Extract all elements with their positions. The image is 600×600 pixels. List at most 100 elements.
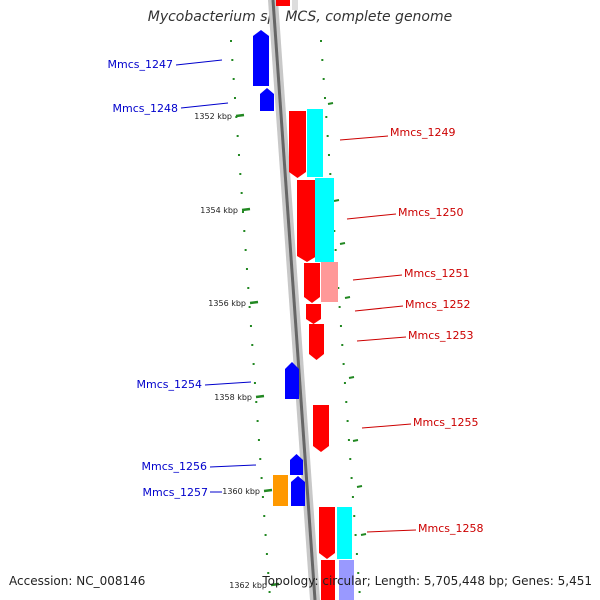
guide-dot: [252, 363, 255, 365]
tick-label: 1358 kbp: [214, 393, 252, 402]
gene-label[interactable]: Mmcs_1251: [404, 267, 469, 280]
label-leader-line: [354, 305, 404, 312]
tick-mark: [249, 300, 259, 305]
dotted-guides: [230, 40, 367, 593]
guide-dot: [239, 173, 242, 175]
guide-dot: [267, 572, 270, 574]
guide-dot: [240, 192, 243, 194]
guide-dot: [341, 344, 344, 346]
guide-dot: [247, 287, 250, 289]
guide-dot: [326, 135, 329, 137]
minus-gene-feature: [260, 88, 274, 111]
guide-dot: [249, 325, 252, 327]
label-leader-line: [204, 381, 252, 386]
label-leader-line: [175, 59, 223, 66]
guide-dot: [260, 477, 263, 479]
guide-dot: [333, 230, 336, 232]
label-leader-line: [180, 102, 229, 109]
label-leader-line: [356, 336, 407, 342]
tick-label: 1362 kbp: [229, 581, 267, 590]
gene-label[interactable]: Mmcs_1250: [398, 206, 463, 219]
guide-dot: [233, 97, 236, 99]
plus-gene-feature: [306, 304, 321, 324]
minor-tick: [352, 439, 359, 442]
minor-tick: [360, 533, 367, 536]
gene-label[interactable]: Mmcs_1258: [418, 522, 483, 535]
guide-dot: [241, 211, 244, 213]
plus-gene-feature: [289, 111, 306, 178]
cog-feature: [337, 507, 352, 559]
tick-mark: [235, 113, 245, 118]
guide-dot: [347, 439, 350, 441]
guide-dot: [248, 306, 251, 308]
guide-dot: [237, 154, 240, 156]
label-leader-line: [339, 135, 389, 141]
guide-dot: [342, 363, 345, 365]
guide-dot: [327, 154, 330, 156]
plus-gene-feature: [321, 560, 335, 600]
cog-feature: [321, 262, 338, 302]
guide-dot: [343, 382, 346, 384]
cog-feature: [292, 0, 298, 10]
gene-label[interactable]: Mmcs_1253: [408, 329, 473, 342]
map-title: Mycobacterium sp. MCS, complete genome: [147, 9, 453, 25]
guide-dot: [255, 401, 258, 403]
minor-tick: [333, 199, 340, 202]
guide-dot: [346, 420, 349, 422]
gene-label[interactable]: Mmcs_1247: [108, 58, 173, 71]
cog-feature: [315, 178, 334, 262]
minus-gene-feature: [291, 476, 305, 506]
minus-gene-feature: [253, 30, 269, 86]
minor-tick: [356, 485, 363, 488]
minor-tick: [344, 296, 351, 299]
guide-dot: [244, 249, 247, 251]
gene-label[interactable]: Mmcs_1256: [142, 460, 207, 473]
minus-gene-feature: [285, 362, 299, 399]
guide-dot: [236, 135, 239, 137]
minor-tick: [339, 242, 346, 245]
gene-label[interactable]: Mmcs_1252: [405, 298, 470, 311]
guide-dot: [259, 458, 262, 460]
plus-gene-feature: [304, 263, 320, 303]
tick-label: 1352 kbp: [194, 112, 232, 121]
plus-gene-feature: [313, 405, 329, 452]
guide-dot: [345, 401, 348, 403]
label-leader-line: [346, 213, 397, 220]
gene-label[interactable]: Mmcs_1248: [113, 102, 178, 115]
guide-dot: [230, 40, 232, 42]
guide-dot: [338, 306, 341, 308]
guide-dot: [263, 515, 266, 517]
guide-dot: [231, 59, 234, 61]
plus-gene-feature: [309, 324, 324, 360]
guide-dot: [268, 591, 271, 593]
guide-dot: [325, 116, 328, 118]
label-leader-line: [361, 423, 412, 429]
gene-label[interactable]: Mmcs_1249: [390, 126, 455, 139]
guide-dot: [351, 496, 354, 498]
plus-gene-feature: [297, 180, 317, 262]
tick-label: 1356 kbp: [208, 299, 246, 308]
gene-label[interactable]: Mmcs_1257: [143, 486, 208, 499]
minor-tick: [327, 102, 334, 105]
gene-label[interactable]: Mmcs_1255: [413, 416, 478, 429]
guide-dot: [264, 534, 267, 536]
label-leader-line: [352, 274, 403, 281]
tick-mark: [263, 488, 273, 493]
guide-dot: [337, 287, 340, 289]
gene-label[interactable]: Mmcs_1254: [137, 378, 202, 391]
kbp-ticks: 1352 kbp 1354 kbp 1356 kbp 1358 kbp 1360 kbp…: [194, 112, 280, 590]
minus-gene-feature: [290, 454, 303, 475]
guide-dot: [355, 553, 358, 555]
guide-dot: [350, 477, 353, 479]
cog-feature: [339, 560, 354, 600]
tick-label: 1354 kbp: [200, 206, 238, 215]
tick-mark: [270, 582, 280, 587]
guide-dot: [322, 78, 325, 80]
guide-dot: [354, 534, 357, 536]
guide-dot: [321, 59, 324, 61]
guide-dot: [261, 496, 264, 498]
guide-dot: [334, 249, 337, 251]
guide-dot: [251, 344, 254, 346]
tick-mark: [241, 207, 251, 212]
minor-tick: [348, 376, 355, 379]
